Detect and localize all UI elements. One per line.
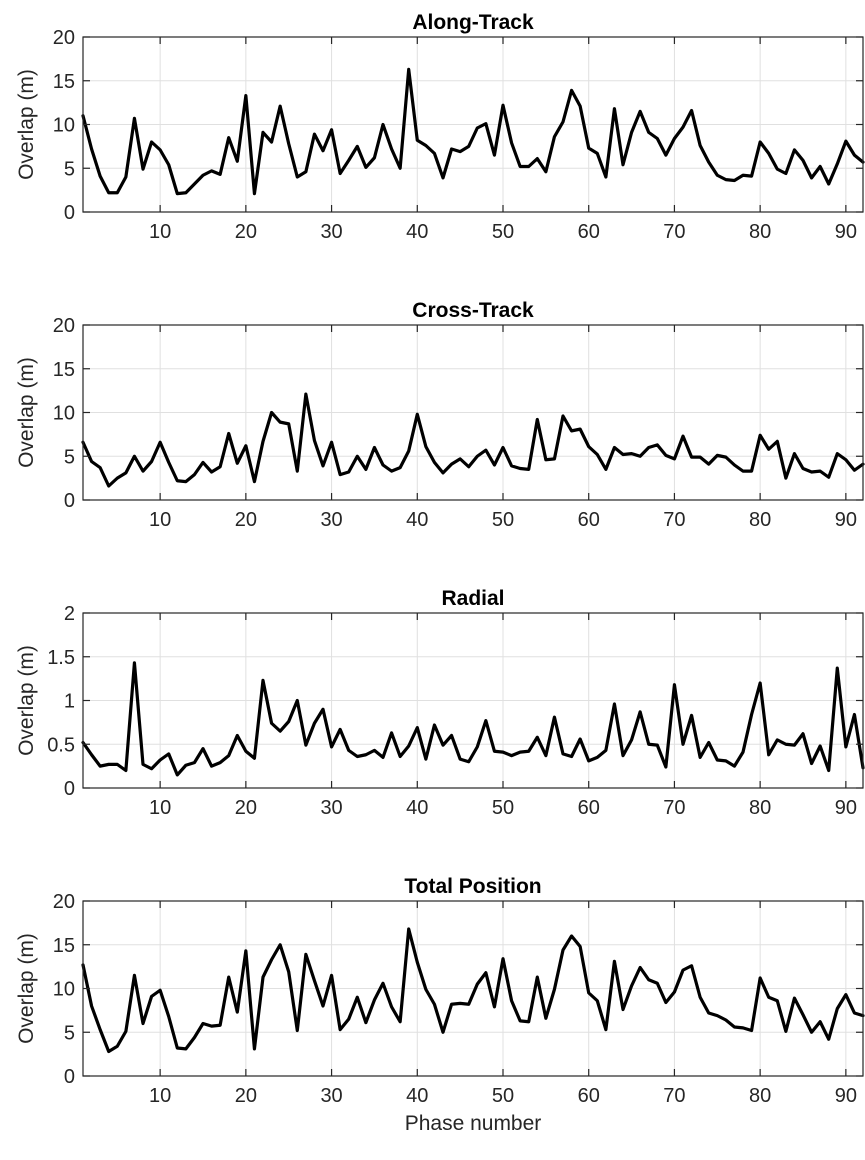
cross-track-xtick-label-6: 70	[663, 509, 685, 531]
cross-track-panel: 10 20 30 40 50 60 70 80 90 0 5 10 15 20 Cross-Track Ove…	[15, 299, 865, 531]
cross-track-ytick-label-1: 5	[64, 446, 75, 468]
along-track-xtick-label-5: 60	[578, 221, 600, 243]
radial-ytick-label-4: 2	[64, 603, 75, 625]
total-position-title: Total Position	[404, 875, 541, 898]
along-track-xtick-label-7: 80	[749, 221, 771, 243]
radial-xtick-label-0: 10	[149, 797, 171, 819]
cross-track-xtick-label-7: 80	[749, 509, 771, 531]
along-track-ytick-label-3: 15	[53, 71, 75, 93]
total-position-ylabel: Overlap (m)	[15, 933, 38, 1044]
total-position-xtick-label-3: 40	[406, 1085, 428, 1107]
along-track-ylabel: Overlap (m)	[15, 69, 38, 180]
total-position-ytick-label-2: 10	[53, 979, 75, 1001]
total-position-ytick-label-1: 5	[64, 1022, 75, 1044]
radial-xtick-label-8: 90	[835, 797, 857, 819]
along-track-xtick-label-0: 10	[149, 221, 171, 243]
cross-track-title: Cross-Track	[412, 299, 534, 322]
radial-xtick-label-3: 40	[406, 797, 428, 819]
radial-series-line	[81, 661, 865, 777]
cross-track-xtick-label-2: 30	[320, 509, 342, 531]
radial-ytick-label-2: 1	[64, 691, 75, 713]
along-track-ytick-label-0: 0	[64, 202, 75, 224]
along-track-ytick-label-4: 20	[53, 27, 75, 49]
cross-track-series-line	[81, 392, 865, 488]
radial-ylabel: Overlap (m)	[15, 645, 38, 756]
radial-ytick-label-0: 0	[64, 778, 75, 800]
along-track-series-line	[81, 67, 865, 196]
radial-xtick-label-6: 70	[663, 797, 685, 819]
radial-title: Radial	[441, 587, 504, 610]
radial-xtick-label-7: 80	[749, 797, 771, 819]
cross-track-xtick-label-5: 60	[578, 509, 600, 531]
radial-panel: 10 20 30 40 50 60 70 80 90 0 0.5 1 1.5 2 Radial Overlap…	[15, 587, 865, 819]
total-position-ytick-label-0: 0	[64, 1066, 75, 1088]
along-track-xtick-label-1: 20	[235, 221, 257, 243]
cross-track-xtick-label-8: 90	[835, 509, 857, 531]
cross-track-ytick-label-3: 15	[53, 359, 75, 381]
cross-track-xtick-label-3: 40	[406, 509, 428, 531]
total-position-xtick-label-5: 60	[578, 1085, 600, 1107]
along-track-xtick-label-2: 30	[320, 221, 342, 243]
radial-xtick-label-4: 50	[492, 797, 514, 819]
cross-track-xtick-label-0: 10	[149, 509, 171, 531]
radial-ytick-label-3: 1.5	[47, 647, 75, 669]
total-position-xtick-label-4: 50	[492, 1085, 514, 1107]
along-track-xtick-label-8: 90	[835, 221, 857, 243]
total-position-ytick-label-3: 15	[53, 935, 75, 957]
total-position-xtick-label-1: 20	[235, 1085, 257, 1107]
total-position-series-line	[81, 927, 865, 1054]
total-position-xtick-label-8: 90	[835, 1085, 857, 1107]
cross-track-ytick-label-2: 10	[53, 403, 75, 425]
total-position-xtick-label-0: 10	[149, 1085, 171, 1107]
radial-xtick-label-5: 60	[578, 797, 600, 819]
radial-ytick-label-1: 0.5	[47, 734, 75, 756]
total-position-xtick-label-7: 80	[749, 1085, 771, 1107]
cross-track-xtick-label-1: 20	[235, 509, 257, 531]
along-track-ytick-label-1: 5	[64, 158, 75, 180]
cross-track-ytick-label-4: 20	[53, 315, 75, 337]
cross-track-ytick-label-0: 0	[64, 490, 75, 512]
total-position-xtick-label-6: 70	[663, 1085, 685, 1107]
radial-xtick-label-1: 20	[235, 797, 257, 819]
along-track-panel: 10 20 30 40 50 60 70 80 90 0 5 10 15 20 Along-Track Ove…	[15, 11, 865, 243]
along-track-xtick-label-6: 70	[663, 221, 685, 243]
total-position-panel: 10 20 30 40 50 60 70 80 90 0 5 10 15 20 Total Position…	[15, 875, 865, 1135]
along-track-xtick-label-4: 50	[492, 221, 514, 243]
along-track-title: Along-Track	[412, 11, 534, 34]
along-track-xtick-label-3: 40	[406, 221, 428, 243]
radial-xtick-label-2: 30	[320, 797, 342, 819]
total-position-xtick-label-2: 30	[320, 1085, 342, 1107]
along-track-ytick-label-2: 10	[53, 115, 75, 137]
total-position-xlabel: Phase number	[405, 1112, 542, 1135]
cross-track-ylabel: Overlap (m)	[15, 357, 38, 468]
cross-track-xtick-label-4: 50	[492, 509, 514, 531]
total-position-ytick-label-4: 20	[53, 891, 75, 913]
